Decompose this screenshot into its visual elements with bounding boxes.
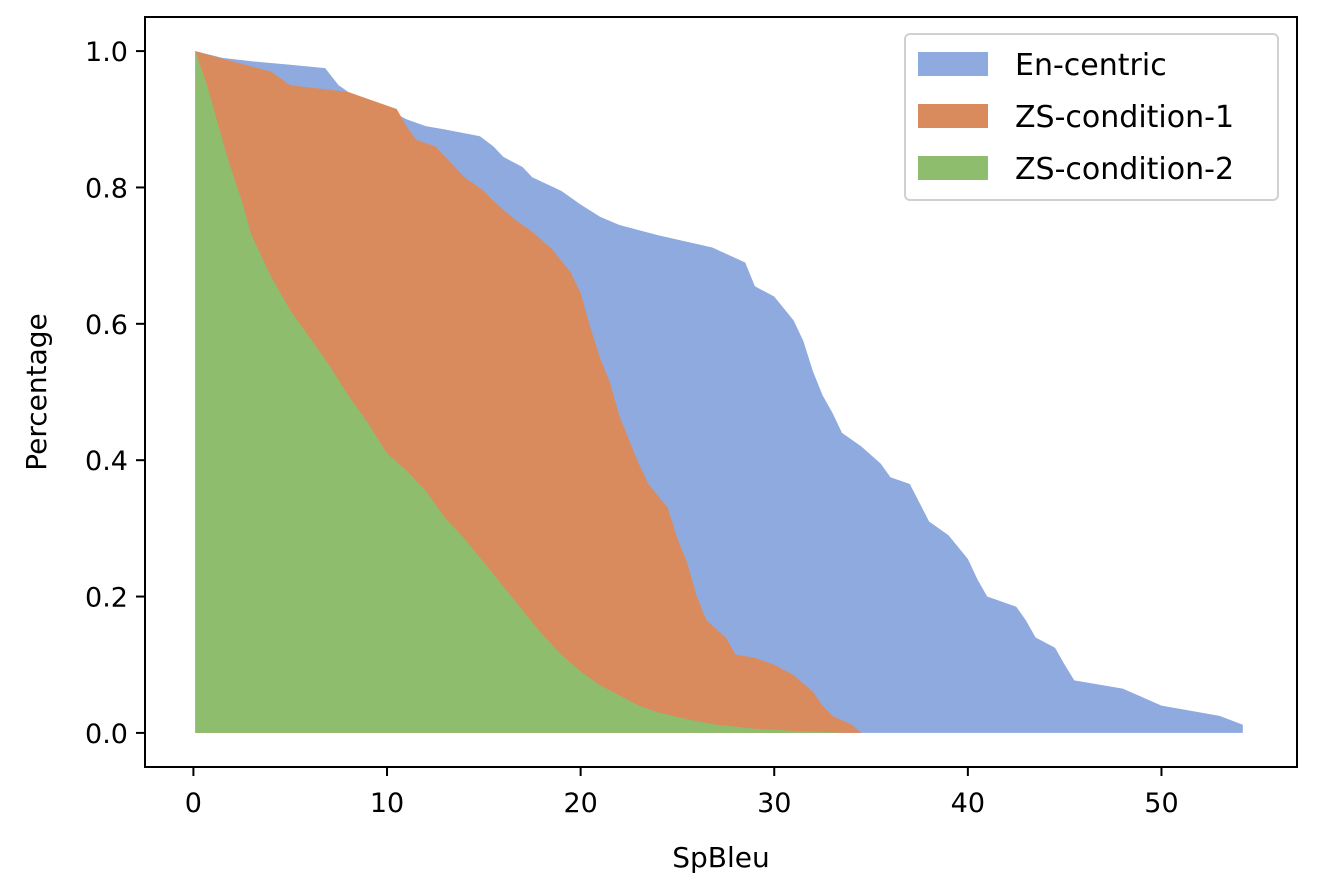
- plot-areas: [195, 51, 1243, 733]
- x-tick-label: 30: [757, 788, 791, 819]
- x-tick-label: 40: [951, 788, 985, 819]
- y-tick-label: 0.0: [85, 719, 128, 750]
- x-tick-label: 20: [563, 788, 597, 819]
- y-axis-title: Percentage: [20, 313, 53, 471]
- y-tick-label: 0.4: [85, 446, 128, 477]
- area-zs-condition-2: [195, 51, 843, 733]
- y-tick-label: 0.2: [85, 583, 128, 614]
- y-tick-label: 0.6: [85, 310, 128, 341]
- legend-label: ZS-condition-2: [1015, 152, 1234, 187]
- legend: En-centric ZS-condition-1 ZS-condition-2: [904, 33, 1279, 201]
- x-tick-label: 10: [370, 788, 404, 819]
- legend-box: [904, 33, 1279, 201]
- legend-label: En-centric: [1015, 48, 1167, 83]
- legend-swatch: [918, 156, 988, 180]
- x-tick-label: 0: [185, 788, 202, 819]
- y-tick-label: 0.8: [85, 173, 128, 204]
- legend-swatch: [918, 104, 988, 128]
- x-axis-title: SpBleu: [672, 841, 770, 874]
- legend-label: ZS-condition-1: [1015, 100, 1234, 135]
- plot-frame: [144, 16, 1298, 768]
- legend-swatch: [918, 52, 988, 76]
- y-tick-label: 1.0: [85, 37, 128, 68]
- x-tick-label: 50: [1144, 788, 1178, 819]
- x-axis: 0 10 20 30 40 50: [185, 767, 1179, 819]
- y-axis: 0.0 0.2 0.4 0.6 0.8 1.0: [85, 37, 145, 750]
